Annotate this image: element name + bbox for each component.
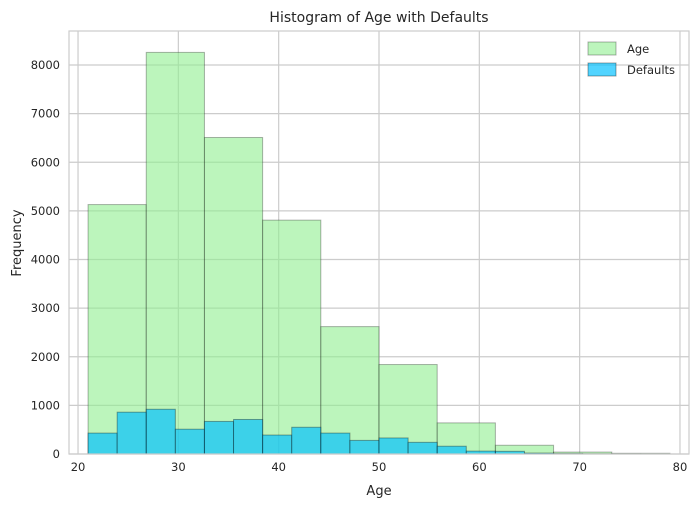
- y-tick-label-0: 0: [53, 447, 60, 461]
- legend-label-defaults: Defaults: [627, 63, 675, 77]
- bar-defaults-12: [436, 445, 467, 455]
- x-axis-label: Age: [366, 484, 391, 499]
- y-tick-label-5: 5000: [31, 204, 60, 218]
- bar-defaults-5: [233, 418, 264, 455]
- legend-swatch-defaults: [587, 62, 617, 77]
- x-tick-label-1: 30: [171, 460, 186, 474]
- legend-swatch-age: [587, 41, 617, 56]
- x-tick-label-0: 20: [71, 460, 86, 474]
- legend-label-age: Age: [627, 42, 649, 56]
- x-tick-label-6: 80: [673, 460, 688, 474]
- x-tick-label-4: 60: [472, 460, 487, 474]
- y-tick-label-3: 3000: [31, 301, 60, 315]
- bar-defaults-8: [320, 432, 351, 455]
- bar-age-1: [145, 51, 205, 455]
- y-tick-label-7: 7000: [31, 107, 60, 121]
- bar-defaults-11: [407, 441, 438, 455]
- bar-defaults-1: [116, 411, 147, 455]
- y-tick-label-6: 6000: [31, 155, 60, 169]
- histogram-bars: [87, 51, 671, 455]
- x-tick-label-5: 70: [572, 460, 587, 474]
- legend: Age Defaults: [587, 41, 675, 77]
- bar-defaults-7: [291, 426, 322, 455]
- bar-defaults-10: [378, 437, 409, 455]
- x-tick-label-2: 40: [271, 460, 286, 474]
- y-tick-label-1: 1000: [31, 398, 60, 412]
- x-axis-ticks: 20 30 40 50 60 70 80: [71, 460, 688, 474]
- chart-title: Histogram of Age with Defaults: [269, 10, 488, 26]
- y-tick-label-2: 2000: [31, 350, 60, 364]
- bar-defaults-6: [262, 434, 293, 455]
- y-tick-label-8: 8000: [31, 58, 60, 72]
- bar-age-3: [262, 219, 322, 455]
- y-tick-label-4: 4000: [31, 253, 60, 267]
- plot-frame: [68, 30, 690, 455]
- bar-defaults-4: [203, 420, 235, 455]
- bar-defaults-3: [174, 428, 205, 455]
- bar-defaults-0: [87, 432, 118, 455]
- bar-defaults-9: [349, 439, 380, 455]
- bar-age-4: [320, 326, 380, 455]
- y-axis-ticks: 0 1000 2000 3000 4000 5000 6000 7000 8000: [31, 58, 60, 461]
- bar-defaults-2: [145, 408, 176, 455]
- x-tick-label-3: 50: [372, 460, 387, 474]
- bar-age-2: [203, 136, 264, 455]
- y-axis-label: Frequency: [10, 209, 25, 276]
